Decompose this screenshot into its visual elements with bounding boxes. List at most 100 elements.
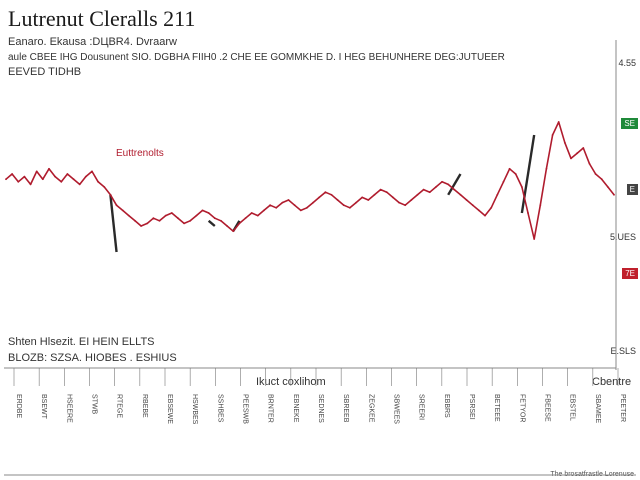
data-point [202,210,204,212]
data-point [343,204,345,206]
data-point [122,210,124,212]
data-point [159,220,161,222]
data-point [601,178,603,180]
data-point [564,142,566,144]
data-point [36,171,38,173]
data-point [294,204,296,206]
x-tick-label: HSEERE [65,394,72,423]
data-point [539,204,541,206]
data-point [527,212,529,214]
data-point [570,158,572,160]
data-point [367,199,369,201]
data-point [466,199,468,201]
data-point [251,212,253,214]
data-point [177,217,179,219]
x-tick-label: RTEGE [116,394,123,418]
data-point [189,220,191,222]
data-point [306,207,308,209]
data-point [453,189,455,191]
x-tick-label: BETEEE [493,394,500,422]
data-point [355,202,357,204]
data-point [165,215,167,217]
data-point [546,168,548,170]
data-point [490,207,492,209]
data-point [386,191,388,193]
data-point [257,215,259,217]
data-point [312,202,314,204]
data-point [607,186,609,188]
x-tick-label: STWB [91,394,98,415]
connector-segment-3 [448,174,460,195]
x-tick-label: EBSTEL [569,394,576,421]
x-tick-label: SBAMEE [594,394,601,424]
data-point [613,194,615,196]
x-tick-label: SREERI [418,394,425,420]
data-point [423,189,425,191]
x-tick-label: RBEBE [141,394,148,418]
data-point [503,181,505,183]
data-point [521,186,523,188]
x-tick-label: EBBRS [443,394,450,418]
data-point [582,147,584,149]
x-tick-label: PEETER [619,394,626,422]
data-point [288,199,290,201]
data-point [281,202,283,204]
x-tick-label: PSRSEI [468,394,475,420]
data-point [410,199,412,201]
data-point [183,223,185,225]
data-point [447,184,449,186]
data-point [478,210,480,212]
data-point [576,152,578,154]
data-point [349,207,351,209]
connector-segment-4 [522,135,534,213]
data-point [103,186,105,188]
data-point [116,204,118,206]
data-point [374,194,376,196]
data-point [558,121,560,123]
data-point [152,217,154,219]
x-tick-label: BSEWT [40,394,47,420]
x-tick-label: PEESWB [242,394,249,424]
data-point [472,204,474,206]
x-tick-label: SEDNES [317,394,324,423]
data-point [337,199,339,201]
data-point [361,197,363,199]
data-point [552,134,554,136]
data-point [73,178,75,180]
data-point [300,210,302,212]
x-tick-label: HSWBES [191,394,198,425]
data-point [128,215,130,217]
data-point [392,197,394,199]
data-point [208,212,210,214]
data-point [42,178,44,180]
data-point [417,194,419,196]
data-point [146,223,148,225]
data-point [441,181,443,183]
data-point [509,168,511,170]
data-point [11,173,13,175]
data-point [496,194,498,196]
data-point [269,204,271,206]
x-tick-label: FBEESE [544,394,551,422]
x-tick-label: SSHBES [216,394,223,423]
data-point [60,181,62,183]
data-point [318,197,320,199]
data-point [533,238,535,240]
x-tick-label: ZEGKEE [367,394,374,423]
data-point [5,178,7,180]
connector-segment-1 [209,221,215,226]
data-point [24,176,26,178]
series-line-0 [6,122,614,239]
data-point [54,176,56,178]
data-point [85,176,87,178]
data-point [226,225,228,227]
data-point [97,181,99,183]
data-point [398,202,400,204]
data-point [17,181,19,183]
data-point [110,194,112,196]
x-tick-label: BRNTER [267,394,274,423]
data-point [79,184,81,186]
x-tick-label: FETYOR [518,394,525,422]
